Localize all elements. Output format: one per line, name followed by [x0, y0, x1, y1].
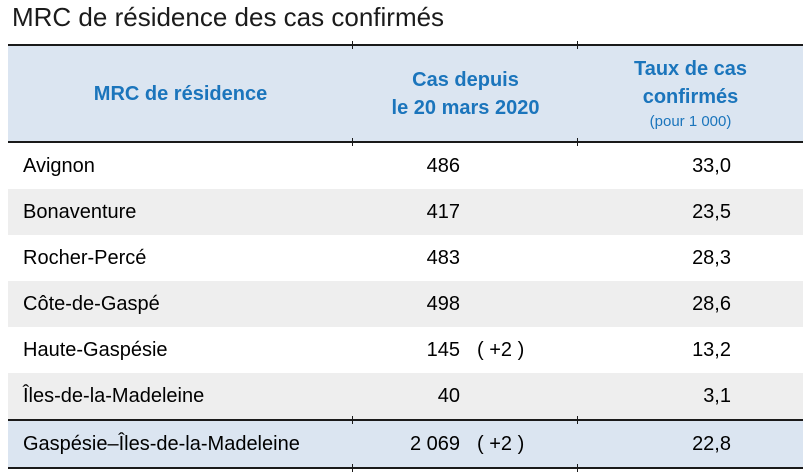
rate-value: 22,8 [692, 432, 731, 455]
mrc-label: Gaspésie–Îles-de-la-Madeleine [23, 432, 300, 455]
header-cases-line2: le 20 mars 2020 [391, 96, 540, 119]
page-title: MRC de résidence des cas confirmés [12, 2, 445, 32]
table-row: Côte-de-Gaspé 498 28,6 [8, 281, 803, 327]
mrc-cell: Bonaventure [8, 189, 353, 235]
table-total-row: Gaspésie–Îles-de-la-Madeleine 2 069 ( +2 … [8, 419, 803, 469]
mrc-label: Rocher-Percé [23, 246, 147, 269]
rate-cell: 28,6 [578, 281, 803, 327]
table-row: Rocher-Percé 483 28,3 [8, 235, 803, 281]
rate-cell: 28,3 [578, 235, 803, 281]
mrc-label: Haute-Gaspésie [23, 338, 168, 361]
rate-cell: 23,5 [578, 189, 803, 235]
column-divider-tick [352, 464, 353, 472]
rate-value: 28,6 [692, 292, 731, 315]
header-cases-line1: Cas depuis [412, 68, 519, 91]
mrc-label: Avignon [23, 154, 95, 177]
header-rate: Taux de cas confirmés (pour 1 000) [578, 46, 803, 141]
column-divider-tick [577, 138, 578, 146]
header-mrc: MRC de résidence [8, 46, 353, 141]
column-divider-tick [352, 416, 353, 424]
cases-delta: ( +2 ) [477, 338, 525, 361]
column-divider-tick [577, 416, 578, 424]
cases-value: 417 [426, 200, 460, 223]
table-row: Bonaventure 417 23,5 [8, 189, 803, 235]
column-divider-tick [352, 41, 353, 49]
mrc-label: Îles-de-la-Madeleine [23, 384, 205, 407]
table-row: Avignon 486 33,0 [8, 143, 803, 189]
rate-value: 13,2 [692, 338, 731, 361]
rate-value: 28,3 [692, 246, 731, 269]
cases-value: 2 069 [409, 432, 460, 455]
column-divider-tick [577, 464, 578, 472]
table-header-row: MRC de résidence Cas depuis le 20 mars 2… [8, 44, 803, 143]
table-row: Îles-de-la-Madeleine 40 3,1 [8, 373, 803, 419]
cases-value: 40 [437, 384, 460, 407]
rate-cell: 33,0 [578, 143, 803, 189]
rate-value: 3,1 [703, 384, 731, 407]
table-row: Haute-Gaspésie 145 ( +2 ) 13,2 [8, 327, 803, 373]
cases-delta: ( +2 ) [477, 432, 525, 455]
rate-cell: 3,1 [578, 373, 803, 419]
cases-cell: 417 [353, 189, 578, 235]
rate-cell: 13,2 [578, 327, 803, 373]
cases-cell: 498 [353, 281, 578, 327]
header-rate-line2: confirmés [642, 86, 739, 108]
header-mrc-label: MRC de résidence [93, 82, 268, 105]
mrc-cell: Haute-Gaspésie [8, 327, 353, 373]
cases-cell: 2 069 ( +2 ) [353, 421, 578, 467]
rate-value: 23,5 [692, 200, 731, 223]
cases-cell: 40 [353, 373, 578, 419]
mrc-cell: Rocher-Percé [8, 235, 353, 281]
cases-value: 145 [426, 338, 460, 361]
mrc-label: Bonaventure [23, 200, 137, 223]
cases-value: 486 [426, 154, 460, 177]
cases-cell: 483 [353, 235, 578, 281]
mrc-cell: Avignon [8, 143, 353, 189]
header-cases: Cas depuis le 20 mars 2020 [353, 46, 578, 141]
mrc-cell: Gaspésie–Îles-de-la-Madeleine [8, 421, 353, 467]
mrc-cell: Îles-de-la-Madeleine [8, 373, 353, 419]
mrc-cell: Côte-de-Gaspé [8, 281, 353, 327]
mrc-cases-table: MRC de résidence Cas depuis le 20 mars 2… [8, 41, 803, 472]
header-rate-note: (pour 1 000) [649, 113, 732, 130]
column-divider-tick [352, 138, 353, 146]
header-rate-line1: Taux de cas [633, 58, 748, 80]
cases-cell: 145 ( +2 ) [353, 327, 578, 373]
column-divider-tick [577, 41, 578, 49]
cases-value: 498 [426, 292, 460, 315]
rate-cell: 22,8 [578, 421, 803, 467]
mrc-label: Côte-de-Gaspé [23, 292, 160, 315]
cases-cell: 486 [353, 143, 578, 189]
cases-value: 483 [426, 246, 460, 269]
rate-value: 33,0 [692, 154, 731, 177]
